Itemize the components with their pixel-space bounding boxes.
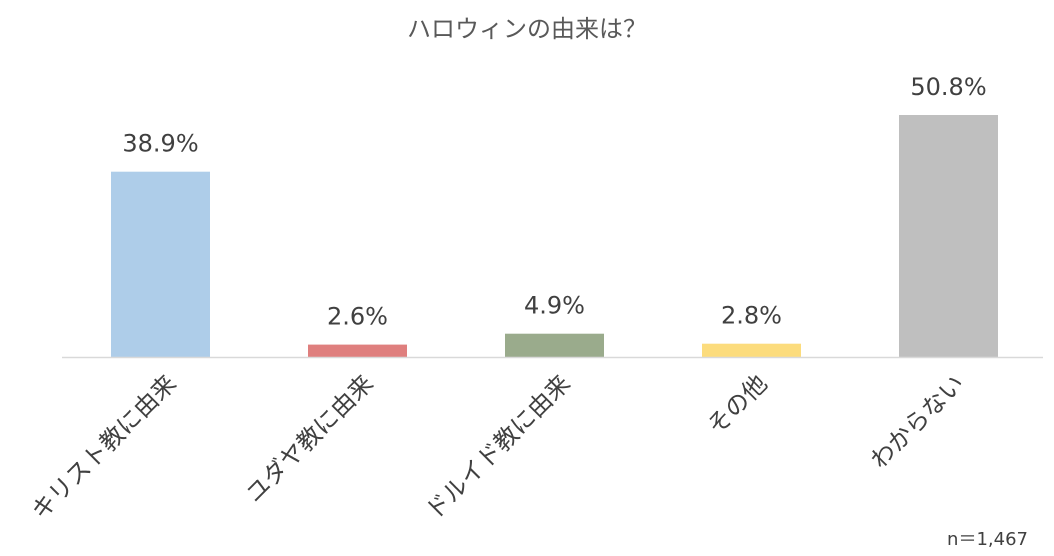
category-label-1: キリスト教に由来 (26, 369, 182, 525)
category-label-5: わからない (865, 369, 970, 474)
value-label-4: 2.8% (721, 302, 782, 330)
category-label-2: ユダヤ教に由来 (240, 369, 379, 508)
sample-size-note: n＝1,467 (947, 529, 1028, 550)
bar-1 (111, 171, 210, 357)
bar-5 (899, 115, 998, 357)
category-label-4: その他 (702, 369, 773, 440)
value-label-5: 50.8% (910, 73, 986, 101)
value-label-3: 4.9% (524, 292, 585, 320)
bar-2 (308, 344, 407, 357)
value-label-2: 2.6% (327, 303, 388, 331)
bar-3 (505, 333, 604, 357)
value-labels-group: 38.9% 2.6% 4.9% 2.8% 50.8% (122, 73, 986, 331)
category-label-3: ドルイド教に由来 (420, 369, 576, 525)
chart-title: ハロウィンの由来は？ (407, 15, 647, 43)
bar-4 (702, 343, 801, 357)
bars-group (111, 115, 998, 357)
value-label-1: 38.9% (122, 130, 198, 158)
category-labels-group: キリスト教に由来 ユダヤ教に由来 ドルイド教に由来 その他 わからない (26, 369, 970, 525)
